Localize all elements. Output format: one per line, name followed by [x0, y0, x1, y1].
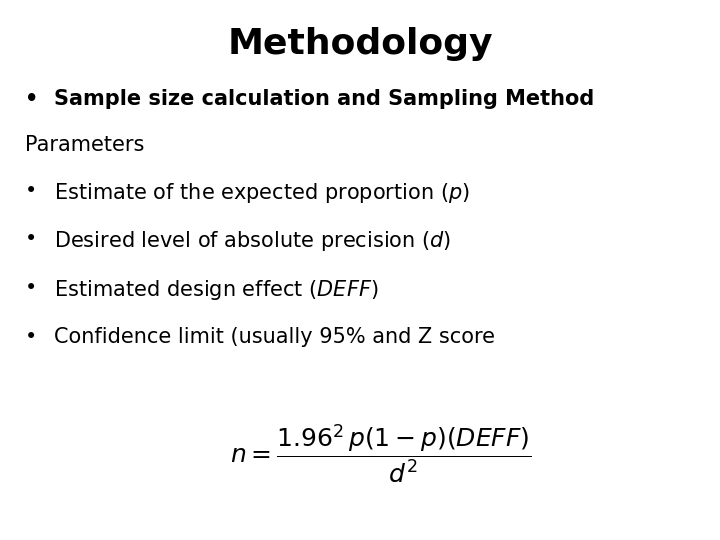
- Text: •: •: [25, 230, 37, 249]
- Text: Confidence limit (usually 95% and Z score: Confidence limit (usually 95% and Z scor…: [54, 327, 495, 347]
- Text: •: •: [25, 327, 37, 347]
- Text: Desired level of absolute precision ($d$): Desired level of absolute precision ($d$…: [54, 230, 451, 253]
- Text: Estimate of the expected proportion ($p$): Estimate of the expected proportion ($p$…: [54, 181, 469, 205]
- Text: •: •: [25, 89, 39, 109]
- Text: Methodology: Methodology: [228, 27, 492, 61]
- Text: $n = \dfrac{1.96^{2}\,p(1-p)(DEFF)}{d^{2}}$: $n = \dfrac{1.96^{2}\,p(1-p)(DEFF)}{d^{2…: [230, 422, 532, 485]
- Text: Parameters: Parameters: [25, 135, 145, 155]
- Text: •: •: [25, 181, 37, 201]
- Text: Estimated design effect ($DEFF$): Estimated design effect ($DEFF$): [54, 278, 379, 302]
- Text: Sample size calculation and Sampling Method: Sample size calculation and Sampling Met…: [54, 89, 594, 109]
- Text: •: •: [25, 278, 37, 298]
